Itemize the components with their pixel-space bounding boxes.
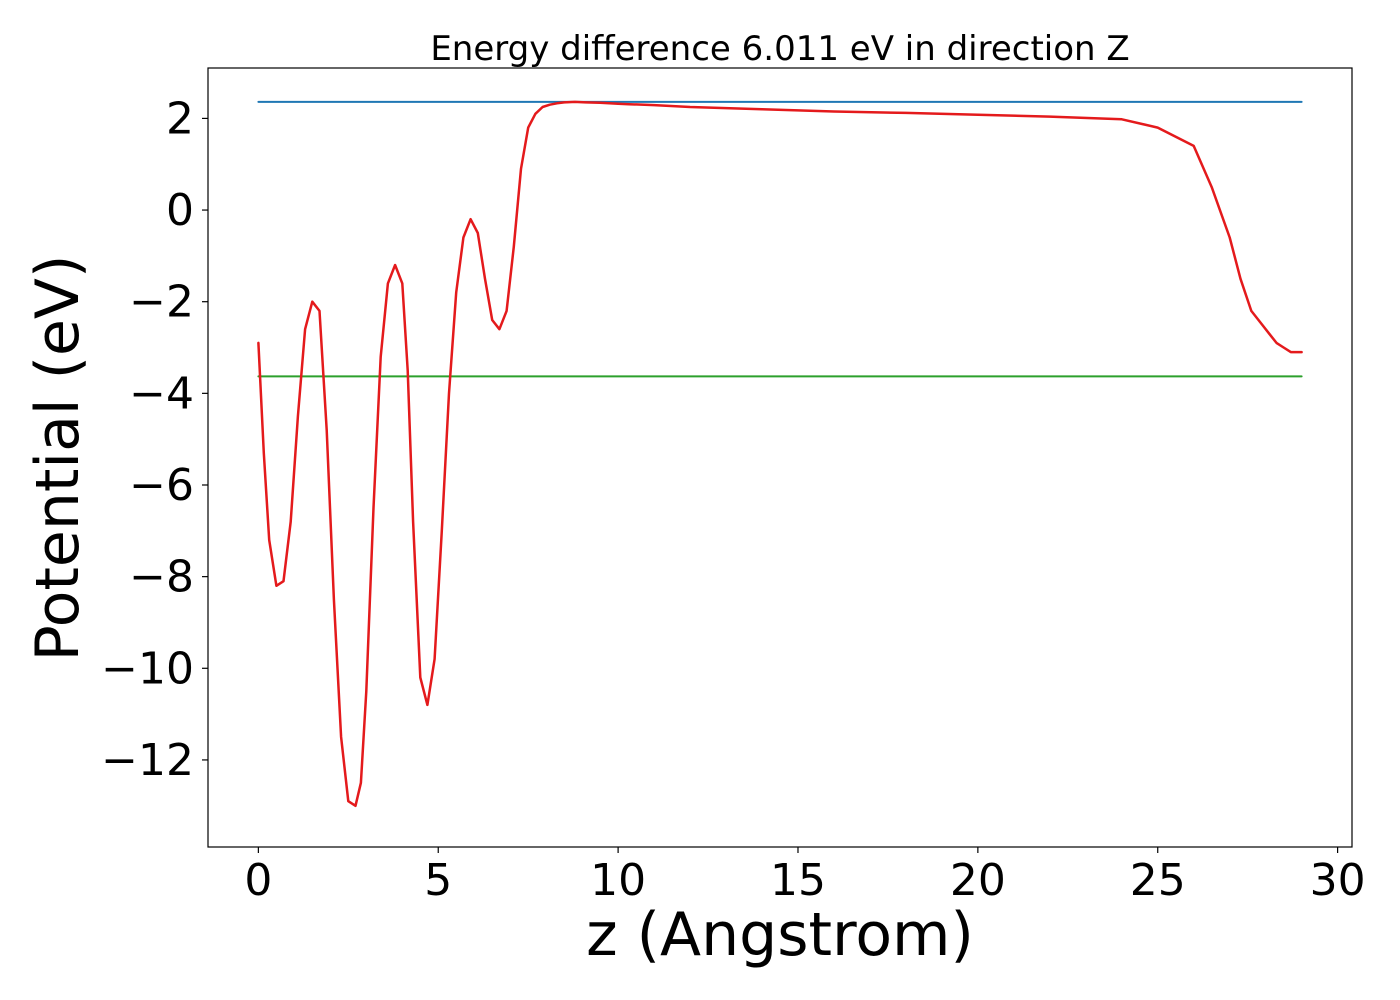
y-tick-label: −12 [101, 735, 194, 786]
x-tick-label: 5 [424, 855, 452, 906]
y-tick-label: −6 [129, 460, 194, 511]
y-tick-label: −10 [101, 643, 194, 694]
x-tick-label: 30 [1310, 855, 1366, 906]
plot-frame [207, 67, 1353, 848]
y-axis-label: Potential (eV) [23, 255, 93, 662]
y-tick-label: −2 [129, 277, 194, 328]
x-tick-label: 20 [950, 855, 1006, 906]
x-axis: 0 5 10 15 20 25 30 [244, 847, 1366, 906]
x-tick-label: 0 [244, 855, 272, 906]
y-tick-label: −4 [129, 368, 194, 419]
y-tick-label: 2 [166, 93, 194, 144]
x-axis-label: z (Angstrom) [586, 900, 974, 970]
y-tick-label: −8 [129, 552, 194, 603]
x-tick-label: 15 [770, 855, 826, 906]
series-layer [257, 100, 1303, 808]
x-tick-label: 10 [590, 855, 646, 906]
chart-title: Energy difference 6.011 eV in direction … [430, 29, 1129, 69]
series-line-2 [257, 100, 1303, 808]
x-tick-label: 25 [1130, 855, 1186, 906]
y-axis: 2 0 −2 −4 −6 −8 −10 −12 [101, 93, 208, 786]
y-tick-label: 0 [166, 185, 194, 236]
